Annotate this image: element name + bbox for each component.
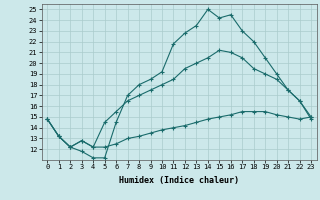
X-axis label: Humidex (Indice chaleur): Humidex (Indice chaleur) [119, 176, 239, 185]
